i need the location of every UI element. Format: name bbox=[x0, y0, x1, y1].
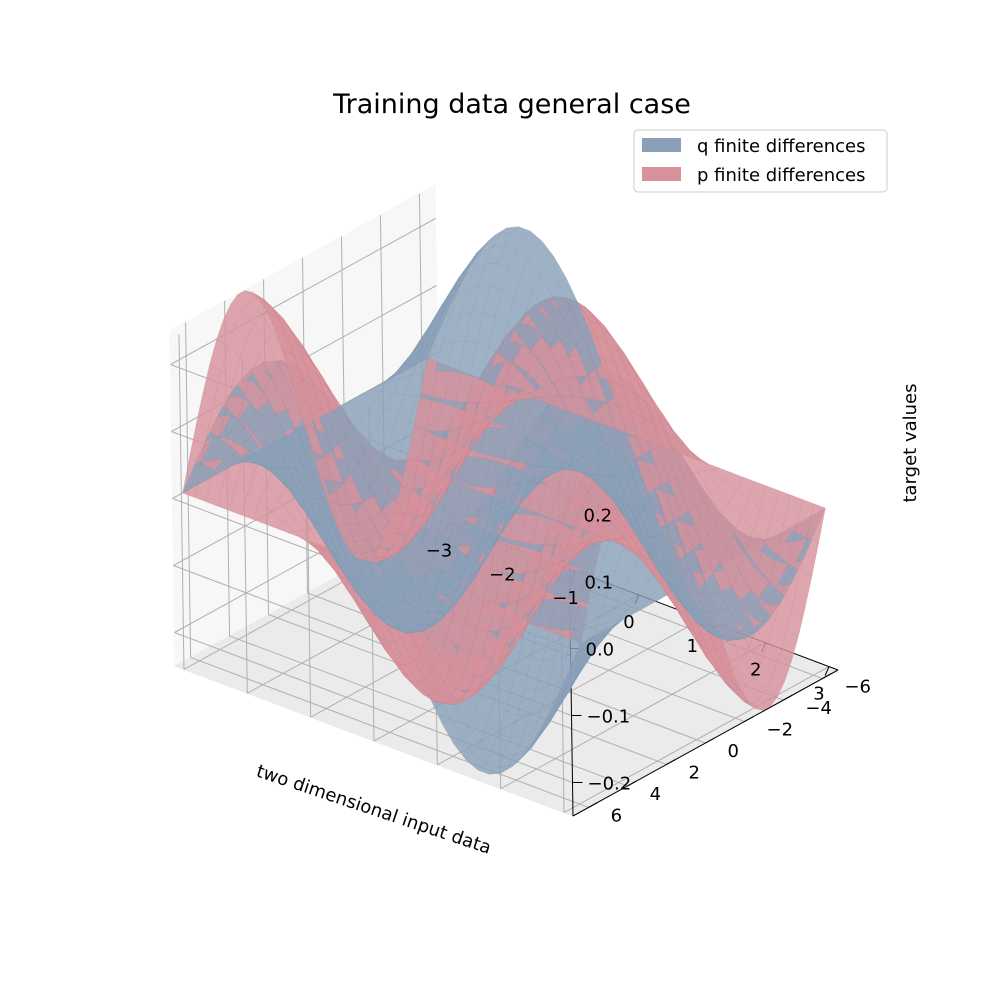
y-tick-mark bbox=[705, 737, 715, 744]
y-tick-mark bbox=[627, 780, 637, 787]
x-axis-label: two dimensional input data bbox=[254, 761, 494, 859]
surface-facet-p bbox=[799, 537, 819, 577]
surface-facet-q bbox=[546, 256, 567, 284]
surface-facet-q bbox=[571, 429, 591, 458]
y-tick-label: 2 bbox=[689, 763, 700, 784]
y-tick-mark bbox=[822, 673, 832, 680]
grid-line-y-floor bbox=[229, 635, 628, 787]
surface-facet-q bbox=[618, 609, 639, 620]
grid-line-y-floor bbox=[190, 656, 589, 808]
y-tick-label: −6 bbox=[844, 677, 871, 698]
legend-swatch-q bbox=[642, 138, 681, 152]
surface-facet-p bbox=[690, 471, 711, 500]
surface-facet-q bbox=[261, 445, 282, 469]
y-tick-mark bbox=[783, 694, 793, 701]
y-tick-label: 4 bbox=[650, 784, 661, 805]
y-tick-mark bbox=[588, 801, 598, 808]
z-tick-label: 0.1 bbox=[585, 573, 614, 594]
surface-facet-q bbox=[532, 274, 552, 310]
surface-facet-q bbox=[582, 331, 603, 370]
surface-facet-q bbox=[280, 468, 301, 496]
z-tick-label: −0.1 bbox=[587, 707, 631, 728]
chart-title: Training data general case bbox=[332, 89, 691, 120]
y-tick-label: −4 bbox=[805, 698, 832, 719]
tick-labels: −3 −2 −1 0 1 2 3 −6 −4 −2 0 2 4 6 −0.2 −0.1 0.0 0.1 0.2 bbox=[426, 506, 871, 827]
surface-facet-q bbox=[340, 401, 361, 429]
legend: q finite differences p finite difference… bbox=[633, 129, 888, 193]
surfaces bbox=[182, 226, 826, 775]
x-tick-mark bbox=[824, 666, 830, 676]
z-axis-label: target values bbox=[900, 384, 921, 503]
x-tick-label: −3 bbox=[426, 540, 453, 561]
x-tick-label: 0 bbox=[623, 612, 634, 633]
y-tick-mark bbox=[666, 759, 676, 765]
surface-facet-p bbox=[765, 674, 785, 698]
y-tick-label: −2 bbox=[767, 720, 794, 741]
surface-facet-p bbox=[779, 630, 799, 662]
surface-facet-q bbox=[539, 262, 559, 295]
z-tick-label: −0.2 bbox=[588, 774, 632, 795]
legend-label-p: p finite differences bbox=[697, 165, 866, 186]
x-tick-label: −1 bbox=[552, 588, 579, 609]
surface-facet-p bbox=[683, 473, 704, 506]
surface-facet-q bbox=[631, 467, 651, 506]
z-tick-label: 0.0 bbox=[586, 640, 615, 661]
surface-facet-q bbox=[307, 497, 328, 530]
surface-facet-q bbox=[570, 302, 591, 338]
surface-facet-p bbox=[793, 570, 813, 609]
surface-facet-q bbox=[558, 276, 579, 309]
surface-facet-q bbox=[623, 471, 644, 507]
surface-facet-q bbox=[268, 441, 289, 469]
legend-label-q: q finite differences bbox=[697, 136, 866, 157]
surface-facet-p bbox=[265, 332, 286, 365]
surface-facet-q bbox=[290, 429, 311, 467]
y-tick-label: 0 bbox=[728, 741, 739, 762]
surface-facet-q bbox=[655, 534, 676, 566]
surface-facet-p bbox=[253, 314, 274, 342]
grid-line-z-left bbox=[170, 218, 436, 365]
surface-facet-q bbox=[633, 590, 653, 608]
surface-facet-q bbox=[618, 432, 639, 472]
y-tick-label: 6 bbox=[611, 805, 622, 826]
z-tick-label: 0.2 bbox=[584, 506, 613, 527]
legend-frame bbox=[633, 129, 888, 193]
x-tick-label: 1 bbox=[687, 636, 698, 657]
surface-facet-p bbox=[251, 354, 272, 393]
surface-facet-p bbox=[806, 503, 826, 544]
surface-facet-q bbox=[559, 407, 579, 440]
surface-facet-q bbox=[640, 580, 661, 604]
surface-facet-p bbox=[258, 340, 279, 377]
x-tick-label: −2 bbox=[489, 564, 516, 585]
surface-facet-p bbox=[688, 504, 709, 543]
legend-swatch-p bbox=[642, 167, 681, 181]
y-tick-mark bbox=[744, 716, 754, 722]
surface-facet-p bbox=[681, 614, 702, 646]
surface-facet-p bbox=[708, 648, 728, 673]
x-tick-label: 3 bbox=[813, 684, 824, 705]
x-tick-label: 2 bbox=[750, 660, 761, 681]
